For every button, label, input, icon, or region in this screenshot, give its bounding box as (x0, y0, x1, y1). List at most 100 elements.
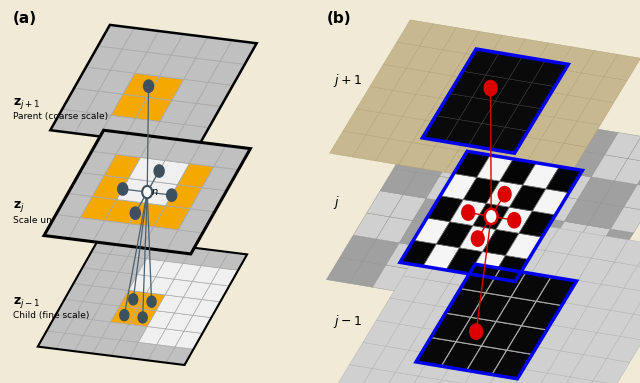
Circle shape (470, 324, 483, 339)
Polygon shape (400, 240, 436, 266)
Polygon shape (99, 70, 135, 94)
Polygon shape (423, 244, 460, 270)
Polygon shape (92, 236, 118, 254)
Polygon shape (482, 291, 518, 317)
Polygon shape (570, 355, 607, 381)
Polygon shape (422, 224, 459, 250)
Polygon shape (581, 51, 618, 77)
Polygon shape (492, 317, 528, 343)
Polygon shape (148, 121, 184, 146)
Polygon shape (156, 295, 184, 313)
Polygon shape (147, 277, 174, 295)
Polygon shape (591, 155, 628, 181)
Polygon shape (413, 280, 449, 306)
Polygon shape (101, 288, 129, 306)
Polygon shape (449, 102, 485, 128)
Polygon shape (366, 113, 403, 139)
Polygon shape (505, 105, 541, 131)
Polygon shape (518, 273, 555, 299)
Polygon shape (184, 315, 211, 333)
Polygon shape (465, 362, 501, 383)
Polygon shape (524, 266, 561, 292)
Polygon shape (209, 61, 244, 85)
Polygon shape (597, 229, 634, 255)
Polygon shape (541, 117, 577, 143)
Polygon shape (561, 247, 597, 273)
Text: (a): (a) (13, 11, 36, 26)
Polygon shape (460, 226, 496, 252)
Polygon shape (455, 336, 492, 362)
Polygon shape (399, 302, 436, 328)
Polygon shape (196, 82, 233, 106)
Circle shape (484, 80, 497, 96)
Polygon shape (519, 211, 556, 237)
Polygon shape (492, 236, 528, 262)
Polygon shape (326, 257, 363, 283)
Polygon shape (422, 116, 459, 142)
Polygon shape (467, 110, 503, 136)
Polygon shape (353, 213, 390, 239)
Polygon shape (431, 313, 471, 342)
Polygon shape (122, 28, 159, 52)
Polygon shape (417, 150, 453, 176)
Polygon shape (546, 167, 582, 193)
Polygon shape (409, 247, 445, 273)
Polygon shape (376, 298, 413, 324)
Polygon shape (184, 103, 221, 128)
Polygon shape (611, 207, 640, 233)
Circle shape (471, 231, 484, 246)
Polygon shape (499, 221, 536, 247)
Polygon shape (601, 262, 637, 288)
Polygon shape (584, 332, 620, 358)
Polygon shape (436, 93, 472, 119)
Polygon shape (356, 87, 393, 113)
Polygon shape (111, 49, 147, 73)
Polygon shape (98, 25, 134, 49)
Polygon shape (136, 97, 172, 121)
Polygon shape (550, 143, 587, 169)
Polygon shape (509, 247, 545, 273)
Polygon shape (380, 90, 416, 116)
Polygon shape (614, 240, 640, 266)
Polygon shape (75, 112, 111, 136)
Polygon shape (138, 293, 165, 311)
Polygon shape (538, 325, 574, 351)
Polygon shape (477, 155, 513, 181)
Polygon shape (390, 276, 426, 302)
Polygon shape (637, 244, 640, 270)
Polygon shape (93, 338, 120, 356)
Polygon shape (413, 198, 449, 224)
Polygon shape (92, 270, 119, 288)
Polygon shape (102, 322, 129, 340)
Circle shape (120, 309, 129, 321)
Polygon shape (524, 347, 561, 373)
Polygon shape (436, 283, 472, 309)
Polygon shape (349, 261, 386, 287)
Polygon shape (430, 128, 467, 154)
Polygon shape (363, 320, 399, 346)
Polygon shape (178, 164, 214, 188)
Polygon shape (407, 124, 444, 150)
Polygon shape (501, 343, 538, 369)
Polygon shape (44, 214, 81, 239)
Polygon shape (51, 109, 86, 133)
Polygon shape (593, 358, 630, 383)
Polygon shape (624, 266, 640, 292)
Polygon shape (509, 185, 546, 211)
Polygon shape (435, 124, 472, 150)
Polygon shape (545, 147, 582, 173)
Polygon shape (202, 250, 228, 268)
Polygon shape (174, 264, 202, 282)
Polygon shape (129, 342, 157, 360)
Polygon shape (471, 293, 511, 321)
Polygon shape (196, 37, 232, 61)
Polygon shape (557, 296, 593, 322)
Polygon shape (202, 284, 229, 302)
Polygon shape (74, 67, 111, 91)
Polygon shape (564, 121, 600, 147)
Polygon shape (165, 139, 202, 164)
Polygon shape (588, 284, 624, 310)
Polygon shape (528, 299, 564, 325)
Polygon shape (422, 306, 459, 332)
Polygon shape (584, 251, 620, 277)
